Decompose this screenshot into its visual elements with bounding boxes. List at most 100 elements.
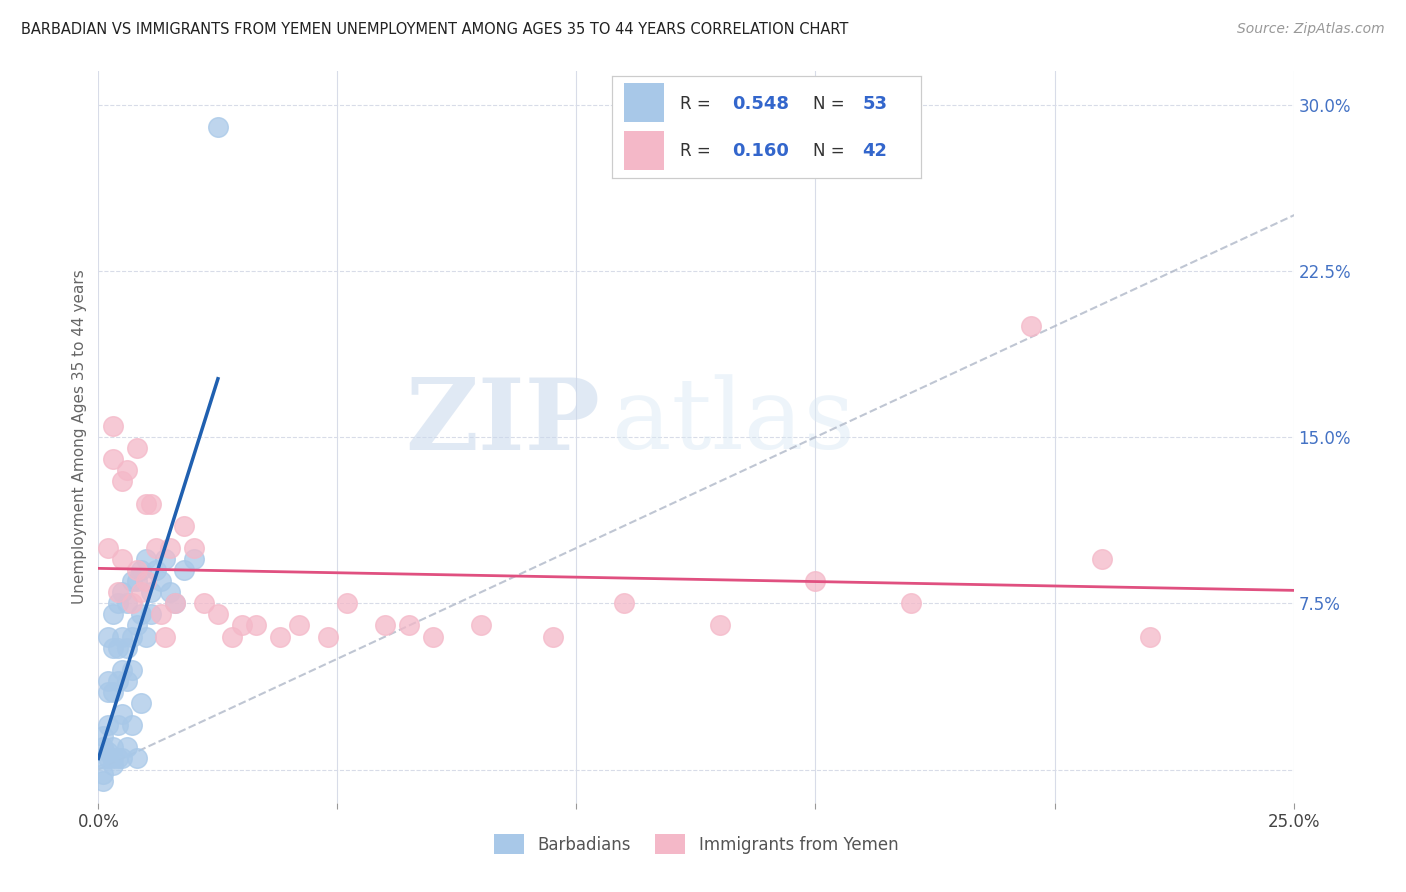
Point	[900, 596, 922, 610]
Point	[121, 663, 143, 677]
Point	[183, 541, 205, 555]
Point	[135, 552, 157, 566]
Point	[101, 685, 124, 699]
Text: 0.160: 0.160	[733, 142, 789, 160]
Point	[207, 120, 229, 134]
Point	[131, 607, 153, 622]
Text: atlas: atlas	[613, 375, 855, 470]
Point	[149, 574, 172, 589]
Point	[173, 563, 195, 577]
Point	[115, 463, 138, 477]
Point	[541, 630, 564, 644]
Point	[111, 751, 134, 765]
Point	[107, 596, 129, 610]
Point	[91, 773, 114, 788]
Point	[97, 541, 120, 555]
Point	[121, 574, 143, 589]
Point	[111, 630, 134, 644]
Point	[183, 552, 205, 566]
Point	[613, 596, 636, 610]
Point	[316, 630, 339, 644]
Point	[135, 630, 157, 644]
Point	[91, 740, 114, 755]
Point	[97, 673, 120, 688]
Point	[121, 630, 143, 644]
Point	[1019, 319, 1042, 334]
Point	[115, 673, 138, 688]
Point	[101, 751, 124, 765]
Point	[107, 585, 129, 599]
Point	[804, 574, 827, 589]
Point	[111, 585, 134, 599]
Point	[111, 475, 134, 489]
Point	[149, 607, 172, 622]
Point	[231, 618, 253, 632]
Point	[173, 518, 195, 533]
Point	[121, 596, 143, 610]
Point	[155, 630, 177, 644]
Point	[111, 663, 134, 677]
Point	[1139, 630, 1161, 644]
Point	[470, 618, 492, 632]
Legend: Barbadians, Immigrants from Yemen: Barbadians, Immigrants from Yemen	[486, 828, 905, 860]
Point	[101, 640, 124, 655]
Point	[91, 767, 114, 781]
Point	[125, 574, 148, 589]
Point	[101, 740, 124, 755]
Point	[159, 585, 181, 599]
Point	[97, 630, 120, 644]
Point	[131, 563, 153, 577]
Point	[101, 607, 124, 622]
Text: ZIP: ZIP	[405, 374, 600, 471]
Point	[111, 552, 134, 566]
Text: N =: N =	[813, 95, 844, 112]
Point	[115, 740, 138, 755]
Bar	[624, 131, 664, 170]
Point	[336, 596, 359, 610]
Point	[107, 640, 129, 655]
Point	[131, 585, 153, 599]
Text: BARBADIAN VS IMMIGRANTS FROM YEMEN UNEMPLOYMENT AMONG AGES 35 TO 44 YEARS CORREL: BARBADIAN VS IMMIGRANTS FROM YEMEN UNEMP…	[21, 22, 848, 37]
Text: R =: R =	[679, 142, 710, 160]
Text: N =: N =	[813, 142, 844, 160]
Point	[207, 607, 229, 622]
Point	[101, 452, 124, 467]
Point	[97, 718, 120, 732]
Point	[135, 497, 157, 511]
Point	[155, 552, 177, 566]
Point	[422, 630, 444, 644]
Point	[139, 497, 162, 511]
Point	[101, 419, 124, 434]
Point	[115, 640, 138, 655]
Point	[135, 574, 157, 589]
Point	[107, 718, 129, 732]
Point	[91, 729, 114, 743]
Point	[125, 441, 148, 455]
Point	[121, 718, 143, 732]
Point	[125, 563, 148, 577]
Point	[131, 696, 153, 710]
Point	[145, 563, 167, 577]
Point	[139, 585, 162, 599]
Point	[159, 541, 181, 555]
Point	[97, 751, 120, 765]
Point	[163, 596, 186, 610]
Point	[125, 751, 148, 765]
Y-axis label: Unemployment Among Ages 35 to 44 years: Unemployment Among Ages 35 to 44 years	[72, 269, 87, 605]
Point	[111, 707, 134, 722]
Point	[97, 745, 120, 759]
Point	[374, 618, 396, 632]
Point	[91, 751, 114, 765]
Point	[288, 618, 311, 632]
Bar	[624, 83, 664, 122]
Point	[1091, 552, 1114, 566]
Point	[398, 618, 420, 632]
Text: 0.548: 0.548	[733, 95, 789, 112]
Point	[139, 607, 162, 622]
Point	[115, 596, 138, 610]
Text: 53: 53	[862, 95, 887, 112]
Point	[125, 618, 148, 632]
Text: Source: ZipAtlas.com: Source: ZipAtlas.com	[1237, 22, 1385, 37]
Point	[101, 758, 124, 772]
Point	[221, 630, 243, 644]
